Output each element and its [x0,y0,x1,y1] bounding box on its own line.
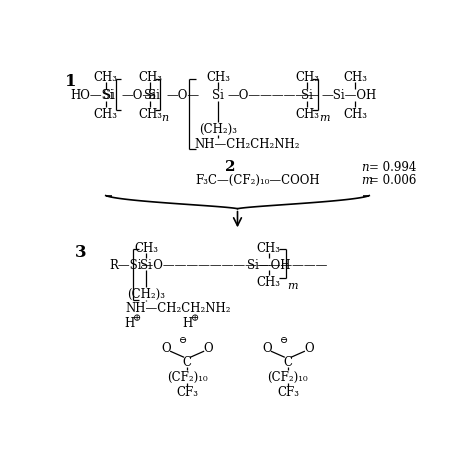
Text: 2: 2 [225,160,235,174]
Text: n: n [162,113,169,122]
Text: Si: Si [301,89,313,102]
Text: O: O [262,341,272,354]
Text: O: O [304,341,314,354]
Text: —O—: —O— [121,89,155,102]
Text: ⊕: ⊕ [133,314,141,323]
Text: —O——————: —O—————— [228,89,319,102]
Text: NH—CH₂CH₂NH₂: NH—CH₂CH₂NH₂ [125,301,231,314]
Text: m: m [287,280,298,290]
Text: CH₃: CH₃ [295,107,319,120]
Text: CF₃: CF₃ [277,386,299,399]
Text: CH₃: CH₃ [343,107,367,120]
Text: ⊖: ⊖ [179,335,187,344]
Text: CH₃: CH₃ [256,241,281,254]
Text: CH₃: CH₃ [343,70,367,83]
Text: 1: 1 [65,73,77,89]
Text: F₃C—(CF₂)₁₀—COOH: F₃C—(CF₂)₁₀—COOH [195,174,319,187]
Text: ⊕: ⊕ [191,314,199,323]
Text: Si: Si [144,89,156,102]
Text: m: m [362,174,373,187]
Text: n: n [362,161,369,174]
Text: CH₃: CH₃ [94,107,118,120]
Text: HO—Si: HO—Si [70,89,114,102]
Text: m: m [319,113,330,122]
Text: Si: Si [140,258,152,271]
Text: CH₃: CH₃ [206,70,230,83]
Text: —O—: —O— [166,89,200,102]
Text: CF₃: CF₃ [176,386,198,399]
Text: 3: 3 [75,244,86,261]
Text: Si—OH: Si—OH [247,258,290,271]
Text: (CF₂)₁₀: (CF₂)₁₀ [167,370,208,383]
Text: NH—CH₂CH₂NH₂: NH—CH₂CH₂NH₂ [195,138,301,151]
Text: (CF₂)₁₀: (CF₂)₁₀ [267,370,308,383]
Text: CH₃: CH₃ [295,70,319,83]
Text: CH₃: CH₃ [94,70,118,83]
Text: = 0.006: = 0.006 [369,174,417,187]
Text: C: C [283,355,292,368]
Text: Si: Si [103,89,115,102]
Text: Si: Si [147,89,159,102]
Text: H: H [182,316,192,330]
Text: CH₃: CH₃ [256,275,281,288]
Text: (CH₂)₃: (CH₂)₃ [127,287,165,300]
Text: (CH₂)₃: (CH₂)₃ [199,123,237,136]
Text: ⊖: ⊖ [280,335,288,344]
Text: CH₃: CH₃ [138,70,162,83]
Text: H: H [124,316,134,330]
Text: = 0.994: = 0.994 [369,161,417,174]
Text: Si: Si [212,89,224,102]
Text: CH₃: CH₃ [138,107,162,120]
Text: O: O [161,341,171,354]
Text: C: C [182,355,191,368]
Text: CH₃: CH₃ [134,241,158,254]
Text: O: O [203,341,213,354]
Text: —Si—OH: —Si—OH [321,89,376,102]
Text: R—Si—O——————————————: R—Si—O—————————————— [109,258,328,271]
